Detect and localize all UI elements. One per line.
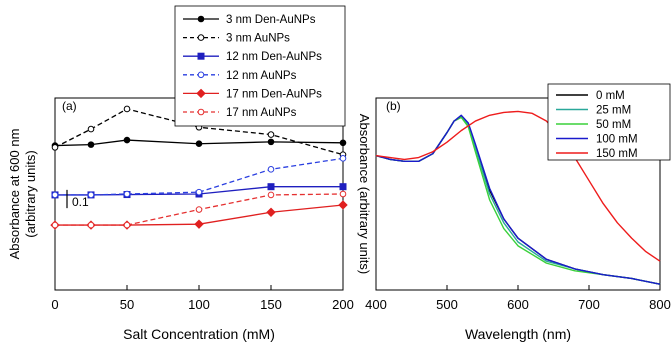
legend-a-marker — [197, 52, 205, 60]
legend-a-entry: 12 nm Den-AuNPs — [226, 51, 322, 63]
panel-a-data-point — [51, 221, 59, 229]
legend-b-entry: 0 mM — [596, 90, 625, 102]
panel-b: 400 500 600 700 800 (b) Wavelength (nm) Abso… — [357, 83, 671, 342]
panel-a-series-line — [55, 204, 344, 226]
panel-a-data-point — [195, 206, 203, 213]
panel-b-spectrum-line — [375, 114, 661, 285]
panel-b-spectrum-line — [375, 110, 661, 262]
panel-a-x-tick-label: 50 — [120, 297, 134, 312]
panel-a-data-point — [87, 221, 95, 229]
legend-a-entry: 17 nm Den-AuNPs — [226, 88, 322, 100]
legend-a-marker — [197, 71, 205, 79]
legend-a-marker — [197, 34, 205, 41]
panel-a-series-line — [54, 108, 344, 156]
panel-a-data-point — [266, 207, 276, 217]
legend-a-entry: 12 nm AuNPs — [226, 70, 297, 82]
legend-b-entry: 50 mM — [596, 119, 631, 131]
panel-a-data-point — [195, 188, 203, 196]
panel-a-data-point — [339, 155, 347, 162]
panel-a-data-point — [87, 125, 95, 133]
panel-a-data-point — [194, 219, 204, 229]
panel-a-ylabel-line2: (arbitrary units) — [23, 150, 38, 237]
panel-a-x-tick-label: 0 — [51, 297, 58, 312]
panel-a-data-point — [123, 190, 131, 198]
legend-b-entry: 150 mM — [596, 148, 638, 160]
panel-a-data-point — [267, 191, 275, 199]
panel-a-data-point — [123, 221, 131, 229]
panel-a-data-point — [339, 139, 347, 147]
panel-a-series-line — [55, 193, 344, 226]
panel-a-data-point — [338, 200, 348, 210]
panel-b-legend — [547, 83, 671, 161]
panel-b-x-tick-label: 800 — [649, 297, 671, 312]
panel-a-data-point — [267, 166, 275, 173]
legend-a-entry: 3 nm Den-AuNPs — [226, 14, 316, 26]
panel-b-label: (b) — [386, 99, 401, 113]
panel-a-ylabel-line1: Absorbance at 600 nm — [7, 129, 22, 260]
scale-bar-label: 0.1 — [72, 195, 89, 209]
panel-a-data-point — [339, 183, 347, 191]
legend-b-entry: 100 mM — [596, 134, 638, 146]
panel-a-data-point — [123, 136, 131, 144]
legend-a-marker — [197, 15, 205, 23]
legend-a-entry: 3 nm AuNPs — [226, 33, 290, 45]
panel-a-legend — [174, 5, 346, 127]
panel-a-data-point — [87, 191, 95, 199]
panel-a-x-tick-label: 100 — [188, 297, 210, 312]
panel-b-x-tick-label: 700 — [578, 297, 600, 312]
panel-b-xlabel: Wavelength (nm) — [465, 326, 571, 342]
panel-a-xlabel: Salt Concentration (mM) — [123, 326, 275, 342]
panel-a-data-point — [51, 191, 59, 199]
panel-a-data-point — [195, 140, 203, 148]
panel-a-data-point — [267, 138, 275, 146]
panel-a-x-tick-label: 200 — [332, 297, 354, 312]
legend-a-marker — [196, 88, 206, 99]
panel-a-series-line — [55, 157, 344, 196]
panel-a-data-point — [267, 131, 275, 138]
panel-b-ylabel: Absorbance (arbitrary units) — [357, 114, 372, 274]
panel-a-series-line — [54, 139, 344, 147]
panel-a-data-point — [87, 141, 95, 148]
panel-a-data-point — [339, 190, 347, 198]
panel-a-data-point — [267, 183, 275, 191]
panel-b-x-tick-label: 400 — [365, 297, 387, 312]
panel-b-x-tick-label: 500 — [436, 297, 458, 312]
legend-a-entry: 17 nm AuNPs — [226, 107, 297, 119]
panel-a: 0 50 100 150 200 (a) Salt Concentration (mM)… — [7, 5, 354, 342]
legend-a-marker — [197, 108, 205, 116]
panel-a-series-line — [55, 186, 343, 196]
panel-a-x-tick-label: 150 — [260, 297, 282, 312]
panel-a-data-point — [51, 144, 59, 151]
panel-a-data-point — [123, 105, 131, 113]
panel-b-x-tick-label: 600 — [507, 297, 529, 312]
legend-b-entry: 25 mM — [596, 105, 631, 117]
panel-a-label: (a) — [62, 99, 77, 113]
